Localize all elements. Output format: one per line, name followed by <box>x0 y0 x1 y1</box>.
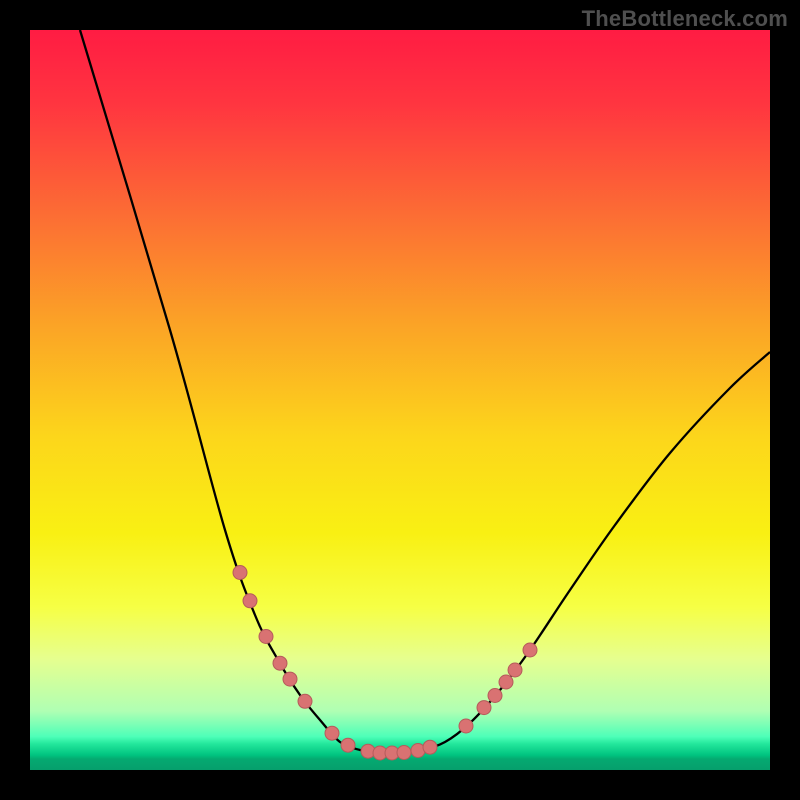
data-marker <box>477 701 491 715</box>
data-marker <box>341 738 355 752</box>
data-marker <box>273 656 287 670</box>
data-marker <box>508 663 522 677</box>
data-marker <box>523 643 537 657</box>
gradient-background <box>30 30 770 770</box>
data-marker <box>298 694 312 708</box>
data-marker <box>243 594 257 608</box>
watermark-text: TheBottleneck.com <box>582 6 788 32</box>
data-marker <box>233 566 247 580</box>
data-marker <box>259 630 273 644</box>
data-marker <box>397 746 411 760</box>
chart-container: TheBottleneck.com <box>0 0 800 800</box>
data-marker <box>488 689 502 703</box>
data-marker <box>423 740 437 754</box>
data-marker <box>459 719 473 733</box>
data-marker <box>325 726 339 740</box>
bottleneck-chart <box>0 0 800 800</box>
data-marker <box>283 672 297 686</box>
data-marker <box>499 675 513 689</box>
